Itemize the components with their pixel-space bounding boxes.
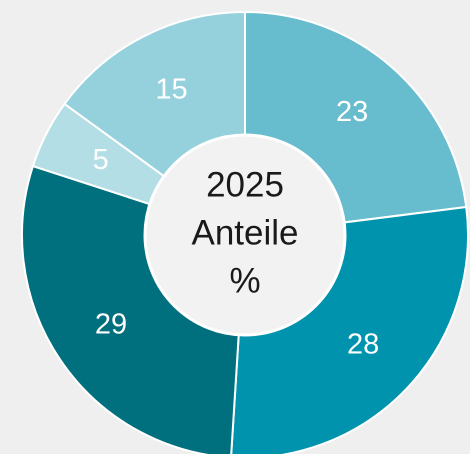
labels: 23 28 29 5 15 2025 Anteile% xyxy=(93,73,380,360)
data-label: 29 xyxy=(95,309,127,341)
data-label: 5 xyxy=(93,144,109,176)
center-hole xyxy=(143,133,347,337)
data-label: 15 xyxy=(155,73,187,105)
data-label: 28 xyxy=(347,329,379,361)
center-label: Anteile xyxy=(191,213,298,252)
center-label: % xyxy=(229,261,260,300)
data-label: 23 xyxy=(336,96,368,128)
center-label: 2025 xyxy=(206,165,284,204)
